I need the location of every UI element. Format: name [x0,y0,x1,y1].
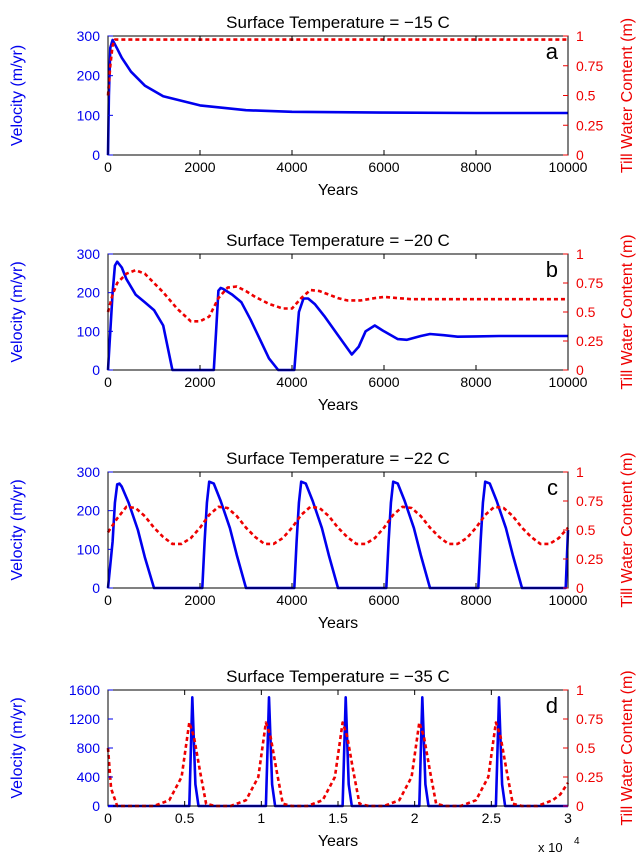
chart-panel-d: Surface Temperature = −35 C d 0 0.5 1 1.5 2 2.5… [9,667,636,855]
x-tick-label: 6000 [368,592,399,608]
y2-tick-label: 1 [576,464,584,480]
x-tick-label: 0 [104,810,112,826]
panel-letter: b [546,257,558,282]
y-tick-label: 400 [77,769,101,785]
x-tick-label: 0 [104,374,112,390]
velocity-series-line [106,480,570,590]
y2-tick-label: 0 [576,147,584,163]
x-tick-label: 0 [104,159,112,175]
x-tick-label: 2000 [184,374,215,390]
x-tick-label: 4000 [276,159,307,175]
x-tick-label: 0.5 [175,810,195,826]
till-water-series-line [106,268,568,323]
plot-frame [107,471,569,589]
y2-tick-label: 0.75 [576,711,603,727]
x-tick-label: 3 [564,810,572,826]
y2-axis-label: Till Water Content (m) [619,234,636,389]
x-tick-label: 8000 [460,592,491,608]
y2-tick-label: 1 [576,682,584,698]
y2-tick-label: 0.75 [576,493,603,509]
chart-panel-c: Surface Temperature = −22 Cc0 2000 4000 600… [9,449,636,632]
y-tick-label: 200 [77,503,101,519]
till-water-series-line [106,38,568,96]
x-tick-label: 6000 [368,374,399,390]
y2-tick-label: 0.5 [576,522,596,538]
y-tick-label: 1600 [69,682,100,698]
chart-panel-a: Surface Temperature = −15 Ca0 2000 4000 600… [9,13,636,199]
y-tick-label: 100 [77,541,101,557]
y2-tick-label: 0.25 [576,769,603,785]
y2-axis-label: Till Water Content (m) [619,452,636,607]
panel-letter: c [547,475,558,500]
y2-tick-label: 1 [576,28,584,44]
y-axis-label: Velocity (m/yr) [9,479,26,580]
chart-title: Surface Temperature = −22 C [226,449,450,468]
x-tick-label: 1.5 [328,810,348,826]
x-tick-label: 8000 [460,374,491,390]
chart-title: Surface Temperature = −20 C [226,231,450,250]
y2-axis-label: Till Water Content (m) [619,18,636,173]
y-tick-label: 800 [77,740,101,756]
y2-tick-label: 0.25 [576,551,603,567]
x-axis-label: Years [318,833,358,850]
x-tick-label: 10000 [549,159,588,175]
y2-tick-label: 0.5 [576,304,596,320]
x-tick-label: 6000 [368,159,399,175]
chart-title: Surface Temperature = −15 C [226,13,450,32]
y-tick-label: 0 [92,580,100,596]
y2-tick-label: 0 [576,798,584,814]
y-tick-label: 0 [92,798,100,814]
x-tick-label: 2000 [184,159,215,175]
x-tick-label: 0 [104,592,112,608]
y-axis-label: Velocity (m/yr) [9,697,26,798]
y-tick-label: 200 [77,68,101,84]
y-tick-label: 0 [92,362,100,378]
x-axis-label: Years [318,397,358,414]
till-water-series-line [106,721,570,808]
panel-letter: a [546,39,559,64]
y-tick-label: 100 [77,323,101,339]
y2-tick-label: 1 [576,246,584,262]
y2-tick-label: 0 [576,362,584,378]
x-tick-label: 10000 [549,374,588,390]
y2-tick-label: 0 [576,580,584,596]
y-tick-label: 200 [77,285,101,301]
velocity-series-line [106,38,568,156]
y-axis-label: Velocity (m/yr) [9,45,26,146]
y-tick-label: 300 [77,246,101,262]
x-tick-label: 10000 [549,592,588,608]
chart-panel-b: Surface Temperature = −20 Cb0 2000 4000 600… [9,231,636,414]
plot-frame [107,35,569,156]
y-tick-label: 300 [77,464,101,480]
y2-axis-label: Till Water Content (m) [619,670,636,825]
till-water-series-line [106,505,569,546]
x-tick-label: 4000 [276,592,307,608]
y2-tick-label: 0.75 [576,58,603,74]
y2-tick-label: 0.25 [576,333,603,349]
x-axis-label: Years [318,615,358,632]
y2-tick-label: 0.5 [576,740,596,756]
chart-title: Surface Temperature = −35 C [226,667,450,686]
x-tick-label: 2.5 [482,810,502,826]
x-tick-label: 1 [257,810,265,826]
x-tick-label: 8000 [460,159,491,175]
y-tick-label: 300 [77,28,101,44]
y-tick-label: 1200 [69,711,100,727]
y2-tick-label: 0.25 [576,117,603,133]
y-axis-label: Velocity (m/yr) [9,261,26,362]
x-tick-label: 2 [411,810,419,826]
panel-letter: d [546,693,558,718]
x-tick-label: 2000 [184,592,215,608]
x-tick-label: 4000 [276,374,307,390]
velocity-series-line [106,260,568,372]
y-tick-label: 100 [77,107,101,123]
x-scale-multiplier: x 10 [538,840,563,855]
x-scale-exponent: 4 [574,836,580,847]
plot-frame [107,253,569,371]
y-tick-label: 0 [92,147,100,163]
y2-tick-label: 0.5 [576,88,596,104]
y2-tick-label: 0.75 [576,275,603,291]
x-axis-label: Years [318,182,358,199]
